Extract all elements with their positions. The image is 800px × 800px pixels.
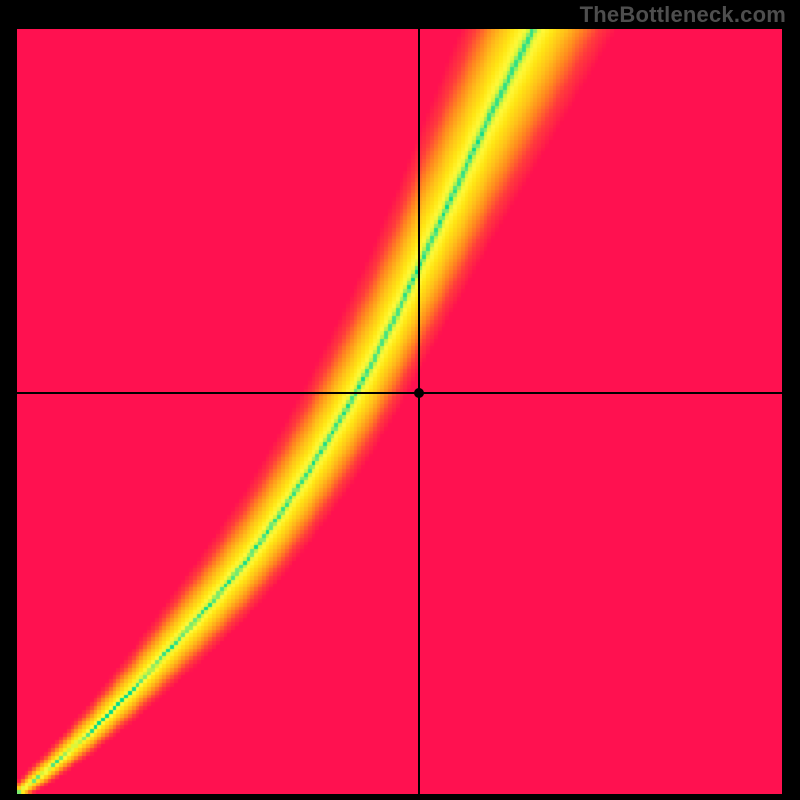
crosshair-marker xyxy=(414,388,424,398)
watermark-text: TheBottleneck.com xyxy=(580,2,786,28)
crosshair-horizontal xyxy=(17,392,782,394)
crosshair-vertical xyxy=(418,29,420,794)
bottleneck-heatmap xyxy=(17,29,782,794)
